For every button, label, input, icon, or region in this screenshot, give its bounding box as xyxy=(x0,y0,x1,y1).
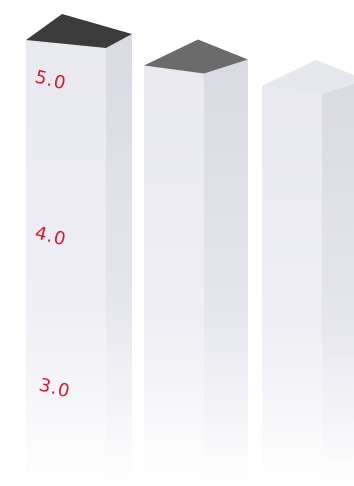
bar-1-front-face xyxy=(26,40,106,486)
bar-2-top-face xyxy=(144,39,248,74)
bar-1 xyxy=(26,14,132,486)
bar-3-side-face xyxy=(322,83,354,486)
bar-3-top-face xyxy=(262,59,354,94)
bar-3 xyxy=(262,59,354,486)
bar-3-front-face xyxy=(262,85,322,486)
bar-2 xyxy=(144,39,248,486)
bar-2-side-face xyxy=(204,59,248,486)
bar-1-top-face xyxy=(26,14,132,48)
bar-1-side-face xyxy=(106,34,132,486)
bar-2-front-face xyxy=(144,65,204,486)
bars-group xyxy=(26,14,354,486)
